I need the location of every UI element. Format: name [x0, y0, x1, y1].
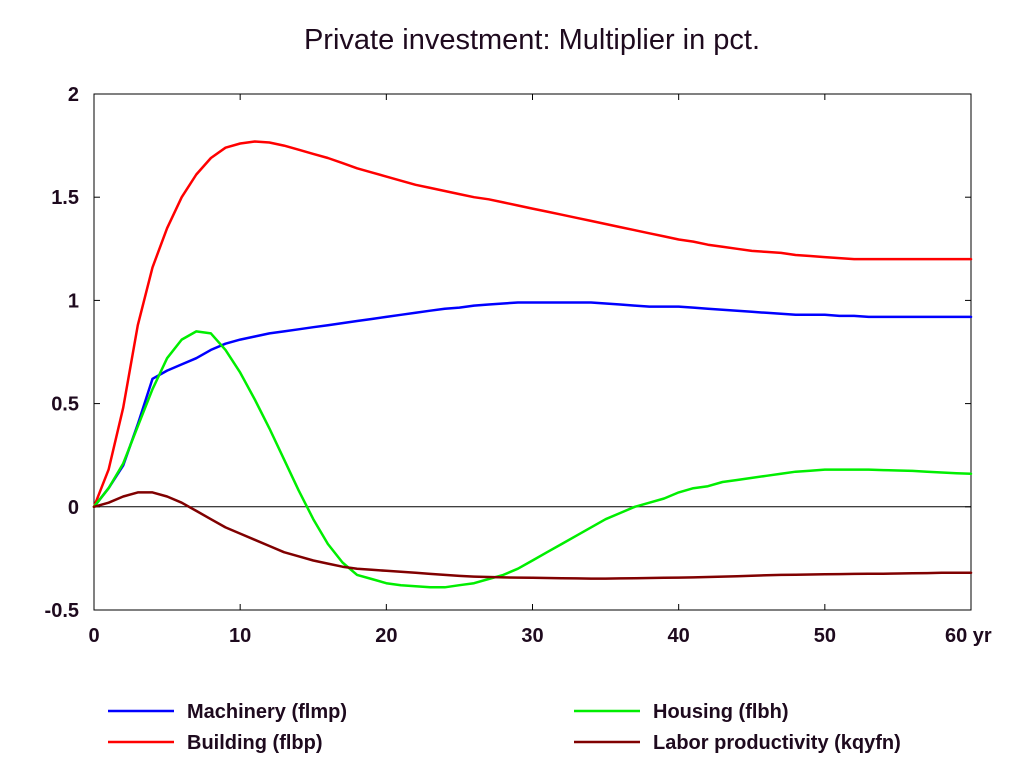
x-tick-label: 40 — [668, 625, 690, 647]
series-line-3 — [92, 491, 973, 580]
legend-label: Building (flbp) — [187, 732, 323, 754]
x-tick-label: 10 — [229, 625, 251, 647]
y-tick-label: -0.5 — [45, 600, 79, 622]
y-tick-label: 1.5 — [51, 187, 79, 209]
legend-label: Labor productivity (kqyfn) — [653, 732, 901, 754]
legend-item: Machinery (flmp) — [108, 701, 347, 723]
x-tick-label: 60 yr — [945, 625, 992, 647]
plot-area: -0.500.511.520 10 20 30 40 50 60 yr — [45, 84, 992, 647]
legend-item: Housing (flbh) — [574, 701, 789, 723]
series-layer — [92, 140, 973, 589]
y-tick-label: 1 — [68, 290, 79, 312]
y-tick-label: 2 — [68, 84, 79, 106]
legend-label: Housing (flbh) — [653, 701, 789, 723]
y-tick-label: 0.5 — [51, 394, 79, 416]
x-tick-label: 30 — [521, 625, 543, 647]
x-tick-label: 20 — [375, 625, 397, 647]
x-tick-label: 0 — [88, 625, 99, 647]
chart-title: Private investment: Multiplier in pct. — [304, 24, 760, 56]
legend-item: Building (flbp) — [108, 732, 323, 754]
series-line-2 — [92, 330, 973, 589]
legend-item: Labor productivity (kqyfn) — [574, 732, 901, 754]
x-tick-label: 50 — [814, 625, 836, 647]
series-line-1 — [92, 140, 973, 509]
y-tick-label: 0 — [68, 497, 79, 519]
legend: Machinery (flmp) Building (flbp) Housing (… — [108, 701, 901, 754]
legend-label: Machinery (flmp) — [187, 701, 347, 723]
series-line-0 — [92, 301, 973, 509]
